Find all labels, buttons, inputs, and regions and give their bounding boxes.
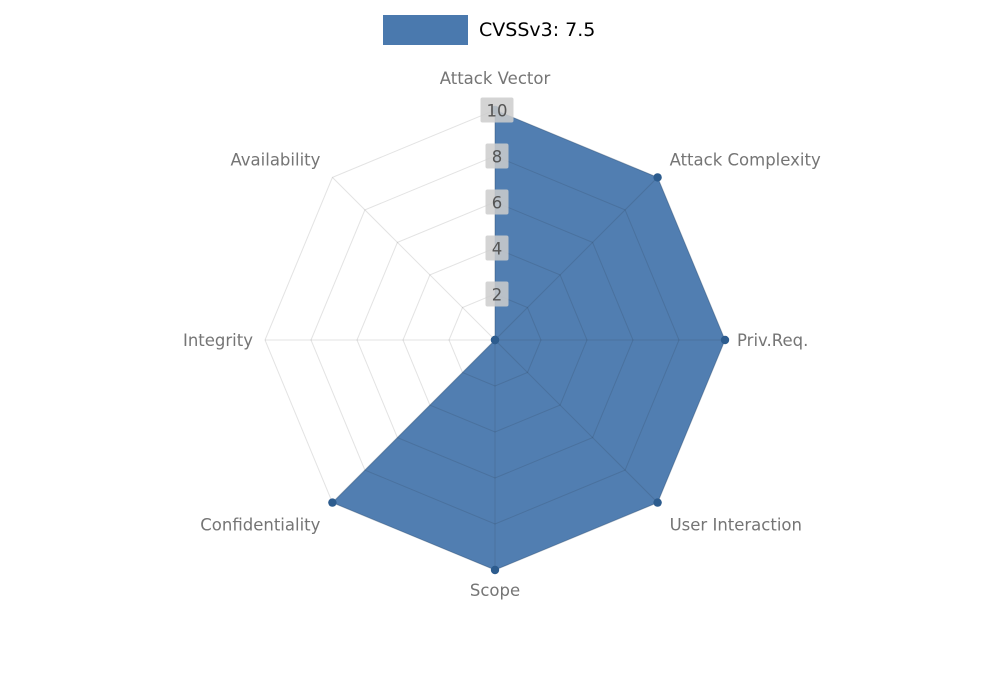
vertex-dot-user-interaction xyxy=(653,498,662,507)
tick-label: 6 xyxy=(492,194,503,213)
axis-label-attack-vector: Attack Vector xyxy=(440,69,551,88)
tick-label-box xyxy=(485,143,509,169)
vertex-dot-attack-complexity xyxy=(653,173,662,182)
grid-ring xyxy=(356,201,634,479)
vertex-dot-scope xyxy=(490,565,500,575)
grid-ring xyxy=(402,247,588,433)
series-polygon-cvssv3-7-5 xyxy=(331,109,726,571)
tick-label-box xyxy=(480,97,514,123)
tick-label: 4 xyxy=(492,240,503,259)
axis-label-confidentiality: Confidentiality xyxy=(200,516,320,535)
grid-spoke-confidentiality xyxy=(332,339,496,503)
tick-label: 8 xyxy=(492,148,503,167)
axis-label-user-interaction: User Interaction xyxy=(670,516,802,535)
axis-label-priv-req: Priv.Req. xyxy=(737,331,808,350)
axis-label-availability: Availability xyxy=(230,150,320,169)
vertex-dot-availability xyxy=(490,335,500,345)
legend-label: CVSSv3: 7.5 xyxy=(479,19,596,41)
axis-label-attack-complexity: Attack Complexity xyxy=(670,150,821,169)
chart-legend: CVSSv3: 7.5 xyxy=(383,15,595,45)
legend-swatch xyxy=(383,15,468,45)
grid-ring xyxy=(448,293,542,387)
grid-ring xyxy=(310,155,680,525)
axis-label-scope: Scope xyxy=(470,581,520,600)
axis-label-integrity: Integrity xyxy=(183,331,253,350)
vertex-dot-confidentiality xyxy=(328,498,337,507)
tick-label-box xyxy=(485,281,509,307)
grid-spoke-user-interaction xyxy=(494,339,658,503)
tick-label: 10 xyxy=(487,102,508,121)
vertex-dot-priv-req xyxy=(720,335,730,345)
tick-label-box xyxy=(485,189,509,215)
grid-spoke-attack-complexity xyxy=(494,177,658,341)
tick-label: 2 xyxy=(492,286,503,305)
grid-spoke-availability xyxy=(332,177,496,341)
tick-label-box xyxy=(485,235,509,261)
